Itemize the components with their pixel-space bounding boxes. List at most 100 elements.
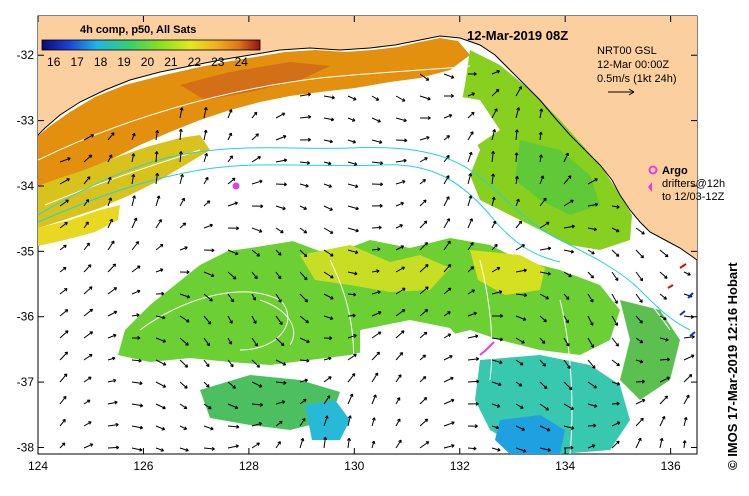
current-arrow: [179, 270, 190, 275]
current-arrow: [491, 129, 497, 141]
current-arrow: [539, 154, 543, 163]
current-arrow: [587, 444, 596, 449]
current-arrow: [539, 315, 547, 323]
current-arrow: [587, 227, 598, 232]
current-arrow: [611, 293, 618, 304]
current-arrow: [59, 244, 67, 251]
current-arrow: [179, 359, 189, 368]
x-tick-label: 128: [239, 459, 259, 473]
current-arrow: [59, 395, 67, 405]
current-arrow: [299, 337, 310, 344]
current-arrow: [299, 315, 309, 324]
current-arrow: [107, 154, 113, 163]
current-arrow: [347, 393, 354, 405]
current-arrow: [299, 92, 311, 97]
current-arrow: [419, 354, 427, 361]
current-arrow: [635, 337, 644, 344]
current-arrow: [203, 176, 209, 185]
sst-blue-south: [495, 415, 565, 454]
current-arrow: [323, 415, 329, 427]
current-arrow: [299, 293, 309, 303]
current-arrow: [275, 315, 283, 326]
current-arrow: [563, 315, 569, 324]
current-arrow: [323, 271, 334, 279]
current-arrow: [203, 425, 214, 431]
current-arrow: [155, 195, 161, 207]
current-arrow: [347, 313, 356, 318]
current-arrow: [299, 437, 305, 449]
current-arrow: [131, 132, 136, 141]
drifters-line2: to 12/03-12Z: [662, 191, 725, 203]
current-arrow: [467, 92, 475, 97]
current-arrow: [371, 95, 380, 101]
current-arrow: [587, 249, 595, 255]
current-arrow: [587, 315, 594, 326]
current-arrow: [419, 199, 427, 207]
current-arrow: [83, 443, 94, 449]
current-arrow: [83, 176, 91, 185]
current-arrow: [59, 330, 69, 339]
current-arrow: [515, 244, 526, 251]
current-arrow: [683, 271, 691, 276]
imos-credit: © IMOS 17-Mar-2019 12:16 Hobart: [725, 262, 740, 470]
current-arrow: [179, 107, 184, 119]
current-arrow: [275, 182, 287, 187]
current-arrow: [443, 287, 452, 295]
current-arrow: [539, 271, 551, 276]
current-arrow: [683, 334, 695, 339]
drifters-east: [667, 263, 696, 337]
current-arrow: [539, 175, 545, 185]
current-arrow: [131, 425, 144, 430]
current-arrow: [395, 180, 406, 185]
current-arrow: [299, 417, 306, 427]
current-arrow: [587, 271, 594, 279]
current-arrow: [563, 224, 575, 229]
current-arrow: [563, 337, 570, 347]
current-arrow: [107, 176, 112, 185]
current-arrow: [467, 131, 474, 141]
current-arrow: [179, 197, 185, 207]
current-arrow: [419, 376, 427, 383]
current-arrow: [203, 381, 210, 388]
current-arrow: [371, 440, 376, 449]
current-arrow: [275, 158, 288, 163]
current-arrow: [299, 271, 308, 281]
current-arrow: [611, 337, 619, 347]
current-arrow: [491, 425, 500, 430]
current-arrow: [251, 249, 261, 257]
y-axis: -32 -33 -34 -35 -36 -37 -38: [17, 48, 697, 454]
current-arrow: [515, 268, 527, 273]
current-arrow: [371, 225, 382, 230]
current-arrow: [395, 418, 401, 427]
current-arrow: [467, 357, 480, 361]
current-arrow: [635, 271, 644, 282]
current-arrow: [611, 315, 618, 326]
coastline: [37, 35, 698, 261]
current-arrow: [443, 196, 450, 207]
current-arrow: [539, 425, 551, 432]
current-arrow: [587, 403, 598, 408]
x-tick-label: 136: [661, 459, 681, 473]
colorbar-tick-label: 22: [188, 55, 202, 69]
current-arrow: [395, 374, 402, 383]
sst-cyan-southwest: [305, 400, 350, 440]
current-arrow: [347, 415, 352, 427]
current-arrow: [443, 444, 455, 449]
x-tick-label: 130: [344, 459, 364, 473]
current-arrow: [251, 293, 256, 301]
current-arrow: [83, 399, 91, 405]
current-arrow: [467, 151, 473, 163]
current-arrow: [491, 359, 503, 365]
current-arrow: [491, 447, 501, 452]
current-arrow: [275, 227, 284, 234]
current-arrow: [371, 372, 379, 383]
current-arrow: [275, 112, 286, 119]
current-arrow: [203, 446, 215, 451]
current-arrow: [275, 249, 282, 256]
current-arrow: [587, 293, 594, 303]
current-arrow: [395, 330, 405, 339]
current-arrow: [203, 315, 212, 325]
current-arrow: [467, 446, 477, 451]
current-arrow: [443, 421, 455, 427]
current-arrow: [154, 151, 159, 163]
